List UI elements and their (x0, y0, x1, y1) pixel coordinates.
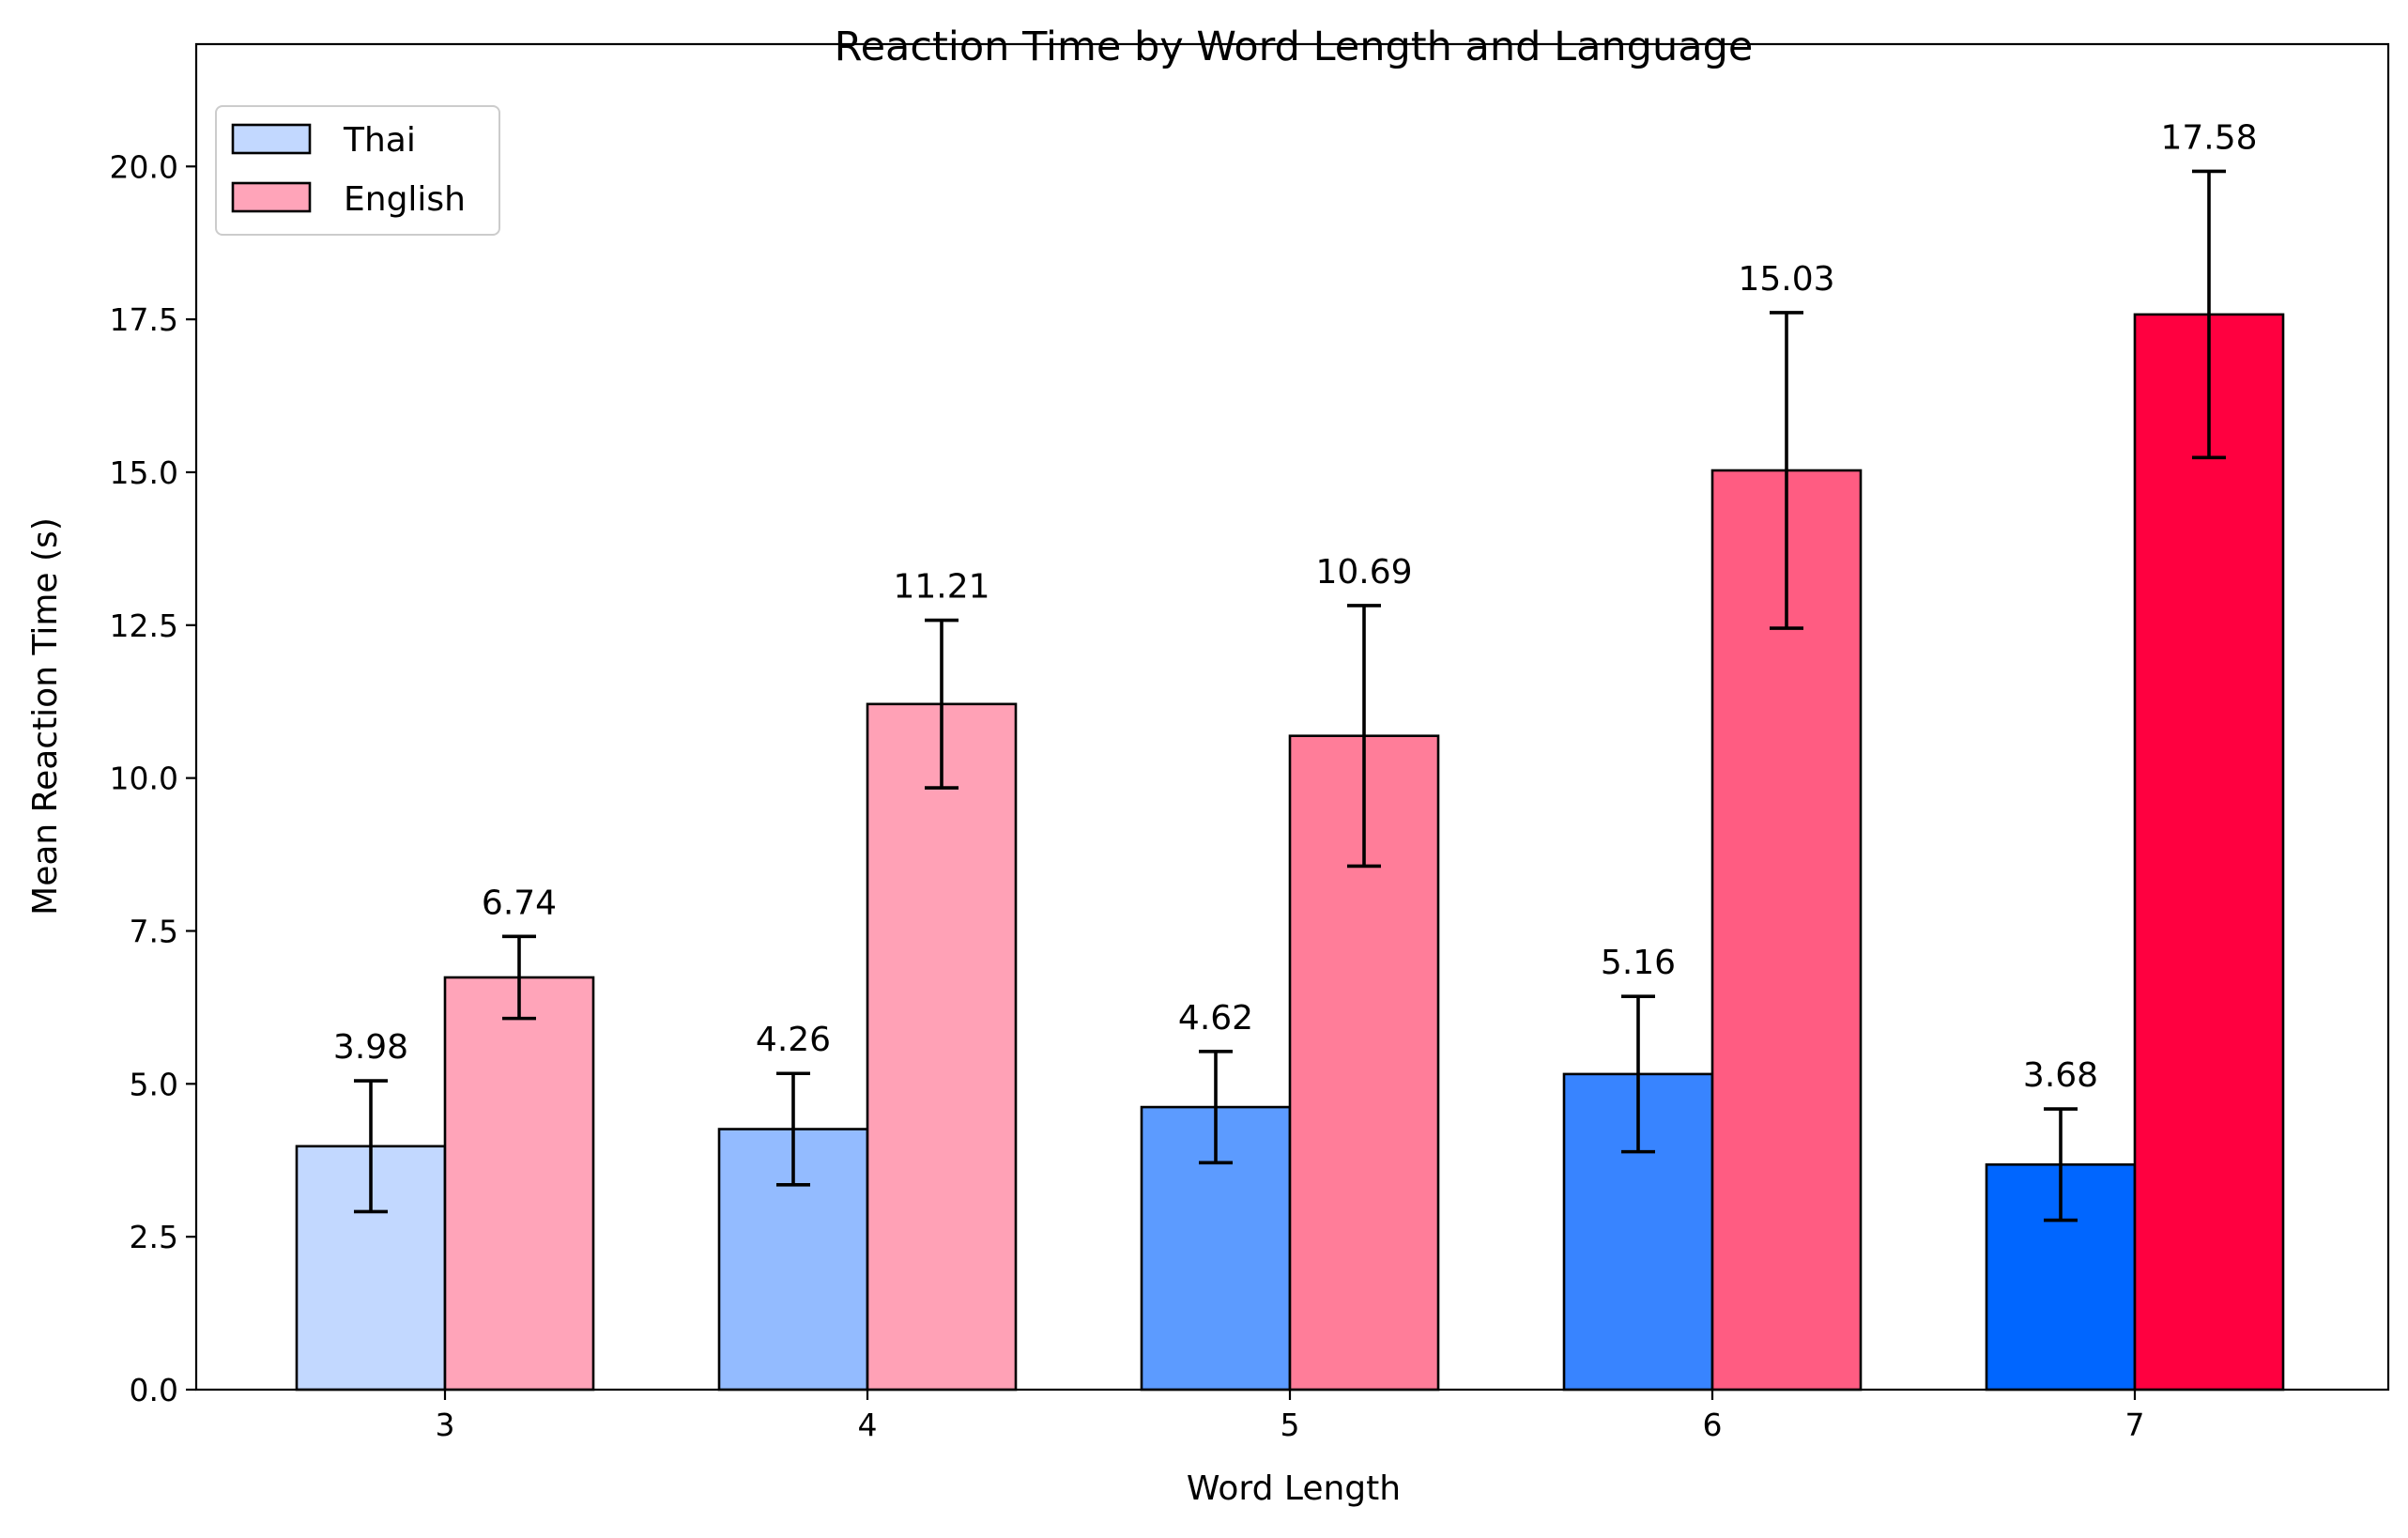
x-tick-label: 4 (858, 1407, 878, 1443)
legend-swatch-english (231, 181, 312, 213)
data-label-thai-7: 3.68 (2023, 1056, 2098, 1095)
error-bar-english-3 (502, 934, 536, 1021)
chart-title: Reaction Time by Word Length and Languag… (835, 23, 1754, 70)
y-axis: 0.0 2.5 5.0 7.5 10.0 12.5 15.0 17.5 20.0 (110, 148, 196, 1408)
data-label-thai-5: 4.62 (1178, 999, 1253, 1038)
bar-english-3 (443, 976, 595, 1392)
error-bar-thai-5 (1199, 1049, 1233, 1165)
data-label-english-7: 17.58 (2160, 118, 2257, 157)
x-tick-label: 5 (1281, 1407, 1300, 1443)
legend: Thai English (215, 105, 500, 236)
error-bar-english-6 (1770, 311, 1803, 630)
error-bar-thai-6 (1621, 994, 1655, 1154)
error-bar-english-7 (2192, 169, 2226, 460)
y-tick-label: 20.0 (110, 148, 178, 185)
error-bar-thai-7 (2044, 1107, 2078, 1223)
x-tick-label: 7 (2125, 1407, 2145, 1443)
data-label-english-5: 10.69 (1315, 553, 1412, 592)
legend-label-thai: Thai (343, 121, 416, 160)
y-tick-label: 17.5 (110, 301, 178, 338)
legend-label-english: English (344, 180, 466, 219)
y-axis-title: Mean Reaction Time (s) (26, 517, 65, 915)
data-labels-layer: 3.98 4.26 4.62 5.16 3.68 6.74 11.21 10.69 15.03 1… (333, 118, 2258, 1095)
error-bars-layer (354, 169, 2226, 1223)
y-tick-label: 7.5 (130, 913, 178, 949)
y-tick-label: 12.5 (110, 608, 178, 644)
bar-english-7 (2133, 313, 2285, 1392)
x-axis-title: Word Length (1187, 1469, 1401, 1508)
x-tick-label: 3 (436, 1407, 455, 1443)
x-tick-label: 6 (1703, 1407, 1723, 1443)
data-label-thai-6: 5.16 (1601, 944, 1676, 982)
y-tick-label: 10.0 (110, 761, 178, 797)
error-bar-english-4 (925, 618, 959, 790)
error-bar-thai-3 (354, 1079, 388, 1214)
legend-swatch-thai (231, 123, 312, 155)
error-bar-english-5 (1347, 604, 1381, 869)
data-label-thai-3: 3.98 (333, 1028, 408, 1067)
y-tick-label: 15.0 (110, 454, 178, 491)
data-label-english-3: 6.74 (482, 884, 557, 922)
plot-frame (194, 42, 2390, 1392)
y-tick-label: 2.5 (130, 1219, 178, 1255)
data-label-thai-4: 4.26 (756, 1021, 831, 1059)
bar-english-4 (866, 702, 1018, 1392)
x-axis: 3 4 5 6 7 (436, 1390, 2145, 1443)
y-tick-label: 5.0 (130, 1066, 178, 1102)
error-bar-thai-4 (776, 1071, 810, 1187)
bars-layer (295, 313, 2285, 1392)
y-tick-label: 0.0 (130, 1372, 178, 1408)
data-label-english-6: 15.03 (1738, 260, 1834, 299)
data-label-english-4: 11.21 (893, 568, 989, 607)
